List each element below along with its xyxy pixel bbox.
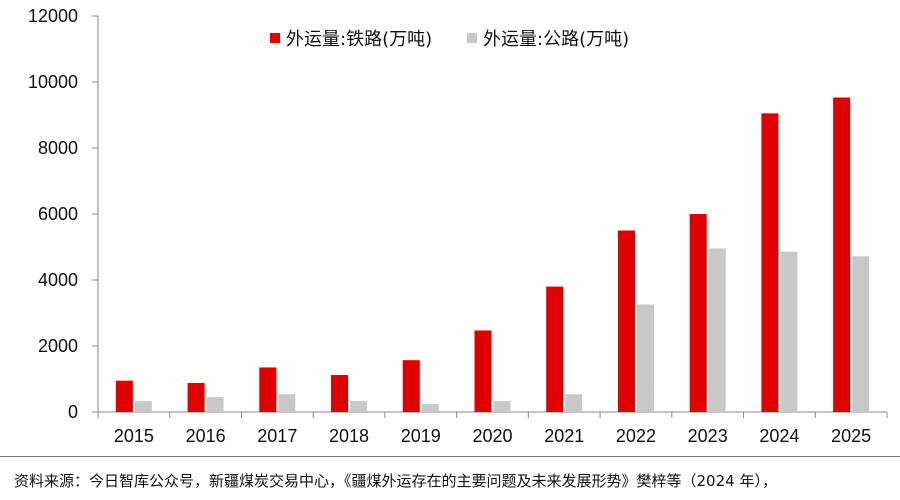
x-tick-label: 2021 [544, 426, 584, 446]
bar-railway-2015 [115, 380, 133, 412]
bar-railway-2023 [689, 214, 707, 412]
bar-road-2022 [636, 304, 654, 412]
x-tick-label: 2018 [329, 426, 369, 446]
bar-road-2023 [708, 248, 726, 412]
bar-railway-2025 [833, 97, 851, 412]
y-axis: 0 2000 4000 6000 8000 10000 12000 [28, 6, 99, 422]
x-tick-label: 2025 [831, 426, 871, 446]
x-tick-label: 2016 [186, 426, 226, 446]
y-tick-label: 6000 [38, 204, 78, 224]
bar-road-2018 [350, 401, 368, 412]
legend-swatch [467, 33, 477, 43]
bar-railway-2017 [259, 367, 277, 412]
x-tick-label: 2020 [472, 426, 512, 446]
x-tick-label: 2017 [257, 426, 297, 446]
bar-railway-2019 [402, 360, 420, 412]
bar-road-2015 [134, 401, 152, 412]
bar-road-2017 [278, 394, 296, 412]
bar-road-2019 [421, 404, 439, 412]
bar-road-2024 [780, 251, 798, 412]
bars [115, 97, 870, 412]
x-tick-label: 2024 [759, 426, 799, 446]
bar-railway-2018 [331, 375, 349, 412]
bar-chart: 0 2000 4000 6000 8000 10000 12000 2015 2016 2017… [28, 6, 888, 446]
bar-railway-2020 [474, 330, 492, 412]
bar-railway-2022 [617, 230, 635, 412]
x-tick-label: 2023 [688, 426, 728, 446]
x-tick-label: 2022 [616, 426, 656, 446]
x-tick-label: 2015 [114, 426, 154, 446]
bar-road-2025 [852, 256, 870, 412]
y-tick-label: 12000 [28, 6, 78, 26]
bar-railway-2021 [546, 286, 564, 412]
legend-swatch [270, 33, 280, 43]
legend: 外运量:铁路(万吨) 外运量:公路(万吨) [270, 29, 629, 50]
x-tick-label: 2019 [401, 426, 441, 446]
y-tick-label: 10000 [28, 72, 78, 92]
bar-road-2021 [565, 394, 583, 412]
y-tick-label: 0 [68, 402, 78, 422]
bar-railway-2016 [187, 382, 205, 412]
y-tick-label: 4000 [38, 270, 78, 290]
bar-road-2020 [493, 401, 511, 412]
legend-label: 外运量:公路(万吨) [483, 29, 629, 50]
bar-road-2016 [206, 397, 224, 412]
y-tick-label: 8000 [38, 138, 78, 158]
y-tick-label: 2000 [38, 336, 78, 356]
legend-label: 外运量:铁路(万吨) [286, 29, 432, 50]
x-axis: 2015 2016 2017 2018 2019 2020 2021 2022 2023 2024… [97, 411, 888, 446]
footer-divider [0, 456, 900, 457]
bar-railway-2024 [761, 113, 779, 412]
source-note: 资料来源：今日智库公众号，新疆煤炭交易中心，《疆煤外运存在的主要问题及未来发展形… [14, 472, 777, 490]
